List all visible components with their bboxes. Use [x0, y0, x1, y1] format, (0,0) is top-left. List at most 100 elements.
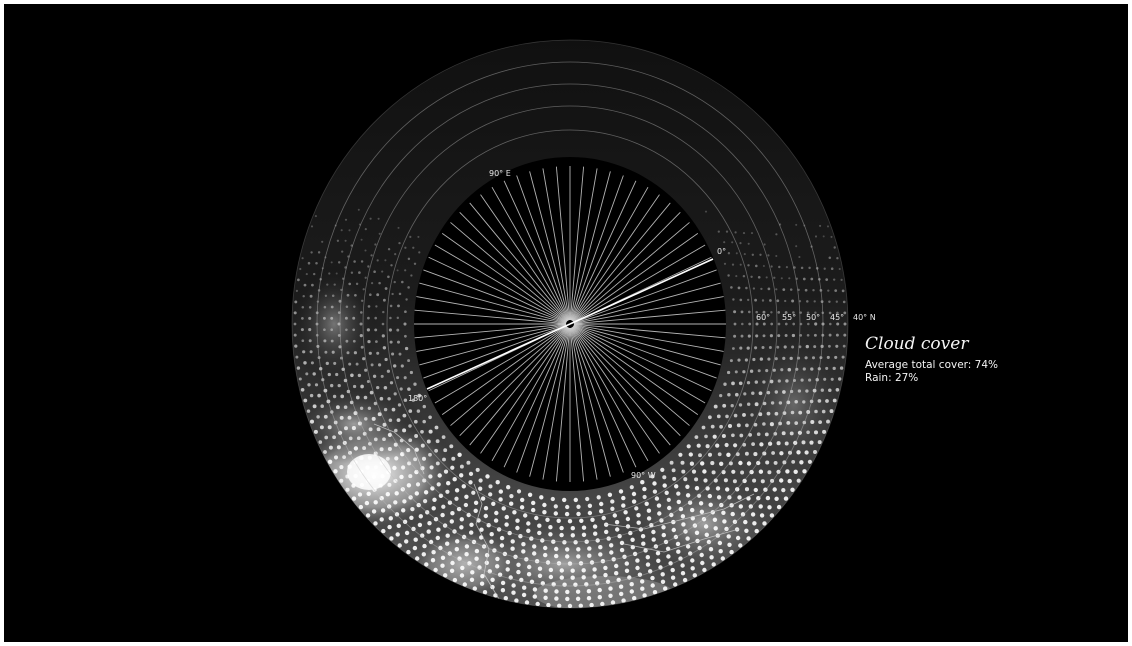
observation-dot: [508, 575, 513, 580]
observation-dot: [645, 562, 651, 567]
observation-dot: [524, 600, 530, 605]
observation-dot: [749, 369, 754, 373]
observation-dot: [478, 478, 483, 483]
observation-dot: [662, 483, 667, 488]
observation-dot: [785, 379, 789, 383]
observation-dot: [708, 502, 713, 507]
observation-dot: [360, 311, 363, 314]
observation-dot: [825, 278, 829, 281]
observation-dot: [486, 523, 491, 528]
observation-dot: [699, 509, 705, 514]
observation-dot: [373, 270, 376, 274]
observation-dot: [520, 497, 525, 503]
observation-dot: [735, 252, 738, 255]
observation-dot: [752, 521, 757, 526]
observation-dot: [356, 436, 361, 441]
observation-dot: [326, 283, 329, 286]
observation-dot: [368, 427, 373, 432]
observation-dot: [830, 267, 834, 270]
observation-dot: [773, 431, 778, 436]
observation-dot: [690, 566, 695, 571]
observation-dot: [339, 465, 344, 470]
observation-dot: [379, 460, 384, 466]
observation-dot: [713, 404, 718, 409]
observation-dot: [543, 552, 548, 558]
observation-dot: [597, 595, 602, 600]
observation-dot: [747, 242, 750, 245]
observation-dot: [436, 527, 441, 532]
observation-dot: [680, 460, 685, 465]
observation-dot: [529, 536, 534, 541]
observation-dot: [746, 381, 751, 385]
observation-dot: [365, 465, 370, 470]
observation-dot: [799, 334, 803, 337]
observation-dot: [345, 305, 349, 309]
observation-dot: [652, 489, 658, 494]
observation-dot: [678, 452, 683, 457]
observation-dot: [715, 443, 720, 448]
observation-dot: [608, 586, 613, 591]
observation-dot: [360, 238, 363, 241]
observation-dot: [337, 261, 341, 264]
observation-dot: [634, 506, 639, 511]
observation-dot: [565, 504, 570, 510]
observation-dot: [358, 504, 364, 510]
observation-dot: [590, 517, 595, 522]
observation-dot: [630, 537, 635, 542]
observation-dot: [705, 444, 710, 449]
observation-dot: [371, 416, 376, 421]
observation-dot: [364, 276, 367, 279]
observation-dot: [537, 523, 542, 528]
observation-dot: [404, 530, 410, 536]
observation-dot: [763, 487, 768, 492]
longitude-label-90e: 90° E: [489, 169, 511, 178]
observation-dot: [697, 493, 702, 498]
observation-dot: [742, 412, 746, 417]
observation-dot: [738, 460, 743, 466]
polar-cloud-map[interactable]: 90° E 0° 90° W 180° 60° 55° 50° 45° 40° …: [4, 4, 1128, 642]
cloud-imagery-ring: [292, 40, 848, 608]
observation-dot: [614, 571, 619, 576]
observation-dot: [534, 515, 539, 521]
observation-dot: [350, 271, 354, 274]
observation-dot: [745, 286, 748, 290]
observation-dot: [373, 465, 378, 470]
observation-dot: [785, 469, 790, 474]
longitude-spoke: [503, 180, 569, 321]
observation-dot: [598, 552, 603, 557]
observation-dot: [360, 345, 364, 349]
observation-dot: [513, 554, 518, 559]
observation-dot: [700, 461, 705, 466]
longitude-spoke: [572, 222, 690, 322]
observation-dot: [821, 322, 825, 326]
observation-dot: [431, 506, 436, 511]
observation-dot: [705, 486, 710, 491]
observation-dot: [734, 231, 737, 234]
observation-dot: [400, 452, 405, 457]
observation-dot: [742, 274, 746, 278]
longitude-spoke: [572, 326, 671, 446]
observation-dot: [379, 396, 384, 401]
observation-dot: [762, 451, 767, 456]
observation-dot: [822, 235, 825, 238]
observation-dot: [474, 548, 480, 554]
observation-dot: [382, 422, 387, 427]
observation-dot: [387, 275, 390, 279]
observation-dot: [454, 488, 460, 493]
longitude-spoke: [573, 282, 721, 324]
observation-dot: [614, 520, 620, 525]
observation-dot: [479, 581, 485, 586]
observation-dot: [335, 372, 339, 377]
longitude-spoke: [491, 327, 569, 462]
observation-dot: [791, 459, 796, 464]
observation-dot: [336, 239, 340, 242]
observation-dot: [352, 384, 357, 389]
observation-dot: [757, 275, 761, 279]
observation-dot: [303, 283, 307, 287]
observation-dot: [556, 561, 562, 566]
observation-dot: [550, 496, 555, 502]
observation-dot: [683, 529, 688, 534]
observation-dot: [807, 459, 812, 464]
longitude-spoke: [572, 211, 681, 322]
observation-dot: [581, 575, 586, 580]
